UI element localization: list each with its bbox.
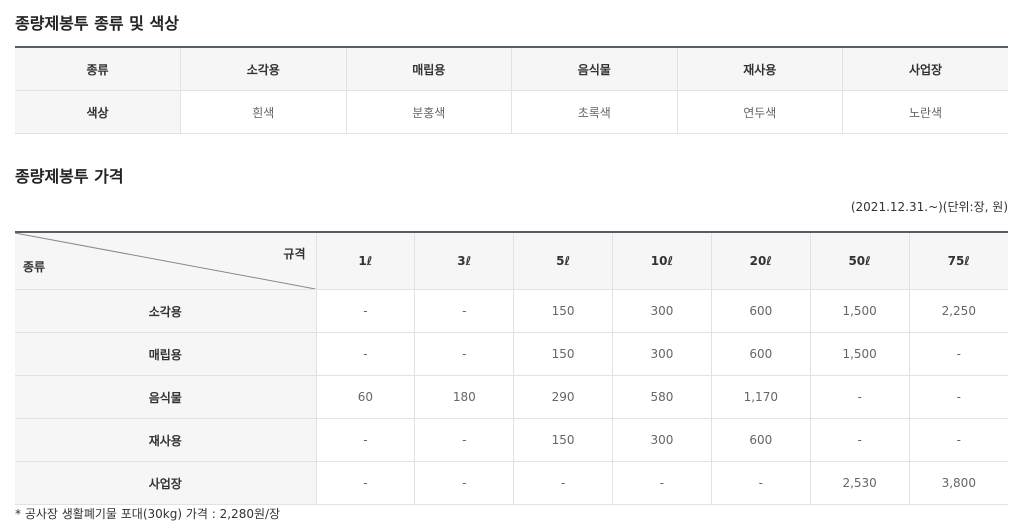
footnote: * 공사장 생활폐기물 포대(30kg) 가격 : 2,280원/장 — [15, 507, 281, 521]
price-cell: - — [908, 332, 1008, 376]
price-cell: - — [414, 461, 515, 505]
type-header: 매립용 — [345, 46, 512, 91]
bag-color-table: 종류 소각용 매립용 음식물 재사용 사업장 색상 흰색 분홍색 초록색 연두색 노란색 — [15, 46, 1008, 134]
price-cell: 300 — [612, 418, 712, 462]
price-cell: - — [315, 332, 416, 376]
price-cell: 300 — [612, 289, 712, 333]
row-type: 매립용 — [15, 332, 317, 376]
table-row: 소각용 - -150 300 600 1,500 2,250 — [15, 289, 1008, 333]
price-cell: - — [908, 418, 1008, 462]
size-header: 10ℓ — [612, 231, 712, 290]
bag-price-table: 규격 종류 1ℓ 3ℓ 5ℓ 10ℓ 20ℓ 50ℓ 75ℓ 소각용 - -150 300 600 1… — [15, 231, 1008, 505]
type-header: 재사용 — [676, 46, 843, 91]
price-cell: - — [414, 418, 515, 462]
header-color: 색상 — [15, 90, 181, 134]
corner-header: 규격 종류 — [15, 231, 317, 290]
price-cell: 60 — [315, 375, 416, 419]
size-header: 75ℓ — [908, 231, 1008, 290]
size-header: 3ℓ — [414, 231, 515, 290]
price-cell: - — [414, 289, 515, 333]
table-row: 매립용 - -150 300 600 1,500- — [15, 332, 1008, 376]
price-cell: - — [414, 332, 515, 376]
corner-size-label: 규격 — [283, 247, 306, 261]
section-title-price: 종량제봉투 가격 — [15, 167, 124, 186]
row-type: 소각용 — [15, 289, 317, 333]
price-cell: 2,530 — [809, 461, 910, 505]
price-cell: 600 — [710, 289, 811, 333]
header-type: 종류 — [15, 46, 181, 91]
table-row: 음식물 60 180 290 580 1,170- - — [15, 375, 1008, 419]
type-header: 소각용 — [180, 46, 347, 91]
diagonal-line — [15, 233, 316, 289]
color-cell: 노란색 — [842, 90, 1008, 134]
type-header: 음식물 — [511, 46, 678, 91]
row-type: 사업장 — [15, 461, 317, 505]
price-cell: 580 — [612, 375, 712, 419]
table-row: 사업장 - - - - -2,530 3,800 — [15, 461, 1008, 505]
size-header: 5ℓ — [513, 231, 614, 290]
color-cell: 분홍색 — [345, 90, 512, 134]
color-cell: 초록색 — [511, 90, 678, 134]
price-cell: - — [908, 375, 1008, 419]
table-row: 재사용 - -150 300 600- - — [15, 418, 1008, 462]
price-cell: 3,800 — [908, 461, 1008, 505]
price-cell: 1,500 — [809, 289, 910, 333]
price-cell: 180 — [414, 375, 515, 419]
price-cell: 1,500 — [809, 332, 910, 376]
price-cell: - — [809, 418, 910, 462]
row-type: 음식물 — [15, 375, 317, 419]
price-cell: - — [710, 461, 811, 505]
price-cell: 600 — [710, 332, 811, 376]
price-cell: - — [513, 461, 614, 505]
row-type: 재사용 — [15, 418, 317, 462]
price-cell: 1,170 — [710, 375, 811, 419]
section-title-types: 종량제봉투 종류 및 색상 — [15, 14, 179, 33]
price-cell: 150 — [513, 332, 614, 376]
corner-type-label: 종류 — [23, 260, 46, 274]
size-header: 1ℓ — [315, 231, 416, 290]
price-cell: - — [315, 289, 416, 333]
price-cell: 290 — [513, 375, 614, 419]
price-cell: 300 — [612, 332, 712, 376]
price-cell: 150 — [513, 289, 614, 333]
price-cell: 600 — [710, 418, 811, 462]
price-note: (2021.12.31.~)(단위:장, 원) — [850, 200, 1008, 214]
color-cell: 연두색 — [676, 90, 843, 134]
price-cell: - — [809, 375, 910, 419]
size-header: 50ℓ — [809, 231, 910, 290]
price-cell: 2,250 — [908, 289, 1008, 333]
type-header: 사업장 — [842, 46, 1008, 91]
size-header: 20ℓ — [710, 231, 811, 290]
price-cell: 150 — [513, 418, 614, 462]
color-cell: 흰색 — [180, 90, 347, 134]
price-cell: - — [612, 461, 712, 505]
price-cell: - — [315, 418, 416, 462]
price-cell: - — [315, 461, 416, 505]
